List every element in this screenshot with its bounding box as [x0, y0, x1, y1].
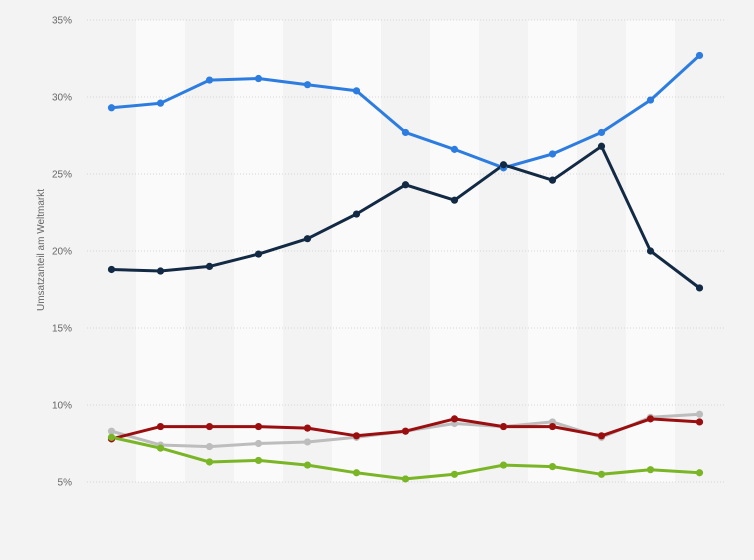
data-point	[597, 432, 606, 440]
y-tick-label: 25%	[52, 170, 72, 181]
data-point	[548, 150, 557, 158]
data-point	[499, 461, 508, 469]
data-point	[303, 235, 312, 243]
data-point	[450, 415, 459, 423]
data-point	[205, 422, 214, 431]
y-tick-label: 20%	[52, 247, 72, 258]
data-point	[254, 74, 263, 83]
data-point	[205, 262, 214, 270]
data-point	[646, 415, 655, 423]
data-point	[646, 466, 655, 474]
data-point	[352, 432, 361, 440]
data-point	[401, 427, 410, 435]
data-point	[646, 96, 655, 104]
data-point	[205, 76, 214, 84]
data-point	[548, 463, 557, 471]
data-point	[254, 456, 263, 465]
data-point	[107, 104, 116, 112]
y-tick-label: 5%	[58, 478, 73, 489]
data-point	[499, 422, 508, 431]
data-point	[597, 470, 606, 478]
data-point	[303, 438, 312, 446]
data-point	[352, 469, 361, 477]
data-point	[450, 196, 459, 204]
data-point	[205, 458, 214, 466]
data-point	[156, 422, 165, 431]
data-point	[303, 81, 312, 89]
data-point	[254, 422, 263, 431]
y-tick-label: 35%	[52, 16, 72, 27]
data-point	[499, 161, 508, 169]
series-points	[107, 51, 704, 483]
data-point	[695, 284, 704, 292]
data-point	[548, 422, 557, 431]
data-point	[597, 142, 606, 150]
data-point	[548, 176, 557, 184]
data-point	[303, 461, 312, 469]
y-tick-label: 15%	[52, 324, 72, 335]
data-point	[107, 433, 116, 441]
y-axis-title: Umsatzanteil am Weltmarkt	[36, 189, 47, 311]
data-point	[401, 475, 410, 483]
data-point	[401, 181, 410, 189]
data-point	[450, 145, 459, 153]
data-point	[107, 427, 116, 435]
data-point	[695, 410, 704, 418]
data-point	[303, 424, 312, 432]
data-point	[156, 444, 165, 452]
data-point	[352, 87, 361, 95]
y-tick-label: 10%	[52, 401, 72, 412]
data-point	[205, 442, 214, 451]
data-point	[254, 250, 263, 258]
data-point	[156, 99, 165, 107]
data-point	[695, 418, 704, 426]
data-point	[352, 210, 361, 218]
y-axis-ticks: 5% 10% 15% 20% 25% 30% 35%	[52, 16, 72, 489]
data-point	[401, 128, 410, 137]
y-tick-label: 30%	[52, 93, 72, 104]
data-point	[156, 267, 165, 275]
data-point	[695, 469, 704, 477]
data-point	[695, 51, 704, 60]
data-point	[597, 128, 606, 137]
data-point	[107, 265, 116, 274]
data-point	[450, 470, 459, 478]
data-point	[646, 247, 655, 255]
data-point	[254, 439, 263, 448]
